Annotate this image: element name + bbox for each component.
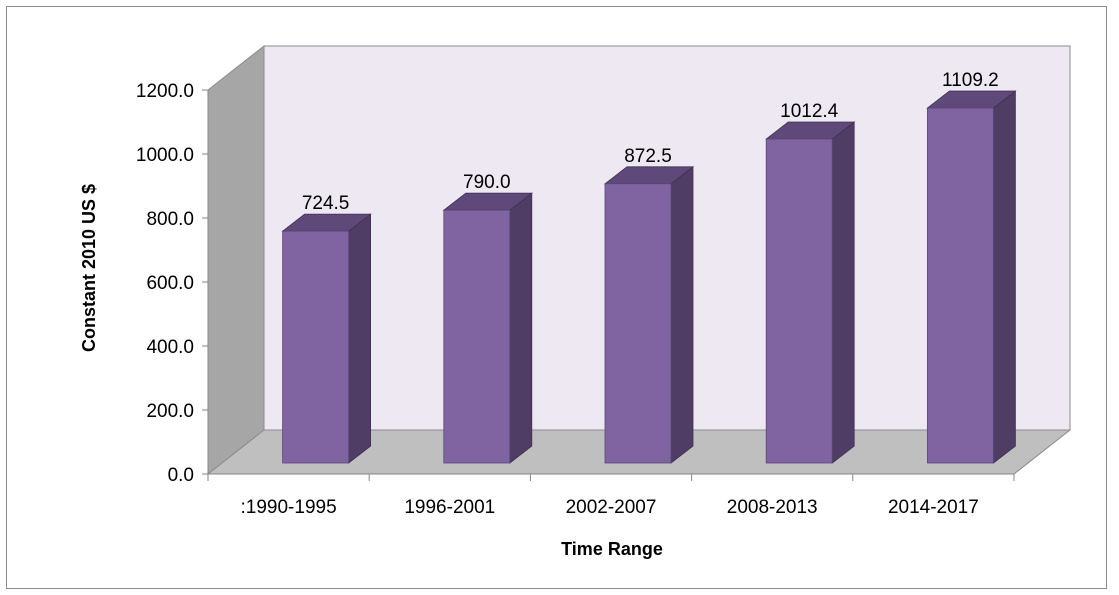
y-axis-title: Constant 2010 US $ — [79, 184, 99, 352]
data-label: 724.5 — [302, 193, 350, 214]
x-tick-label: :1990-1995 — [241, 497, 337, 518]
bar-front — [765, 138, 833, 464]
data-label: 1012.4 — [780, 101, 839, 122]
bar-side — [670, 165, 694, 464]
y-tick-label: 400.0 — [146, 337, 194, 358]
bar-side — [348, 213, 372, 464]
bar — [442, 192, 533, 464]
y-tick-label: 1200.0 — [136, 81, 194, 102]
y-tick-label: 200.0 — [146, 401, 194, 422]
y-tick-label: 0.0 — [168, 465, 194, 486]
data-labels: 724.5 790.0 872.5 1012.4 1109.2 — [302, 70, 999, 214]
bars — [281, 90, 1017, 464]
bar-front — [282, 230, 350, 464]
bar-front — [927, 107, 994, 464]
y-tick-label: 600.0 — [146, 273, 194, 294]
bar-side — [993, 90, 1016, 464]
bar-front — [443, 209, 511, 464]
x-axis-title: Time Range — [561, 539, 663, 559]
y-tick-label: 1000.0 — [136, 145, 194, 166]
bar — [765, 121, 856, 464]
x-tick-label: 2014-2017 — [888, 497, 979, 518]
y-tick-label: 800.0 — [146, 209, 194, 230]
x-tick-label: 2008-2013 — [727, 497, 818, 518]
data-label: 872.5 — [624, 146, 672, 167]
data-label: 790.0 — [463, 172, 511, 193]
x-tick-label: 1996-2001 — [404, 497, 495, 518]
bar-side — [831, 121, 855, 464]
bar — [926, 90, 1017, 464]
bar-front — [604, 183, 672, 464]
bar — [603, 165, 695, 464]
x-axis: :1990-1995 1996-2001 2002-2007 2008-2013 201… — [207, 474, 1015, 518]
y-axis: 0.0 200.0 400.0 600.0 800.0 1000.0 1200.0 — [136, 81, 208, 486]
bar — [281, 213, 372, 464]
bar-side — [509, 192, 533, 464]
x-tick-label: 2002-2007 — [566, 497, 657, 518]
data-label: 1109.2 — [942, 70, 999, 91]
side-wall — [207, 44, 265, 476]
